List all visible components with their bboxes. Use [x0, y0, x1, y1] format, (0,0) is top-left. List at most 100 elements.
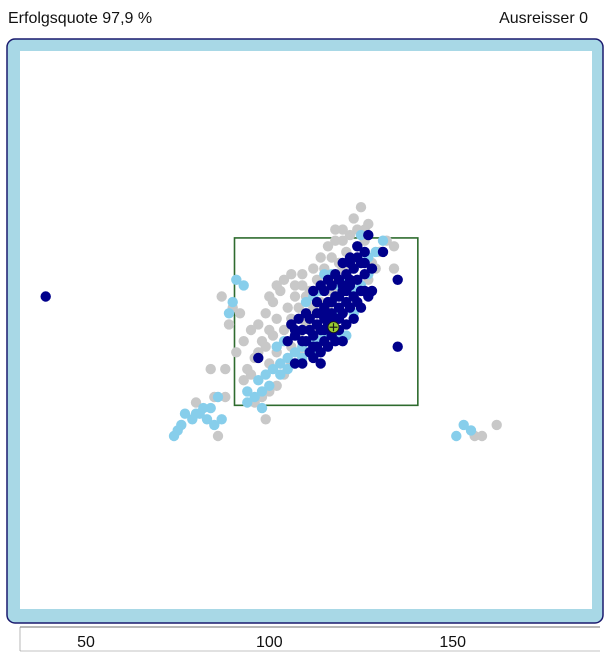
data-point — [476, 430, 488, 442]
data-point — [260, 308, 271, 319]
data-point — [253, 375, 264, 386]
data-point — [212, 391, 224, 403]
center-marker — [327, 321, 340, 334]
data-point — [330, 336, 341, 347]
data-point — [223, 308, 235, 319]
data-point — [260, 341, 271, 352]
data-point — [322, 241, 334, 252]
data-point — [308, 352, 319, 364]
x-tick-label: 150 — [439, 634, 466, 651]
x-tick-label: 100 — [256, 634, 283, 651]
data-point — [458, 419, 469, 431]
data-point — [330, 269, 341, 280]
data-point — [363, 218, 374, 230]
data-point — [249, 391, 260, 403]
data-point — [344, 229, 356, 241]
data-point — [242, 386, 253, 397]
data-point — [282, 363, 293, 375]
data-point — [245, 369, 257, 380]
data-point — [355, 202, 367, 213]
data-point — [300, 308, 312, 319]
data-point — [337, 235, 348, 246]
data-point — [245, 324, 257, 336]
data-point — [227, 296, 238, 308]
data-point — [344, 252, 356, 263]
data-point — [260, 414, 271, 425]
data-point — [267, 330, 279, 341]
data-point — [304, 324, 315, 336]
data-point — [465, 425, 477, 436]
data-point — [337, 257, 348, 269]
data-point — [355, 229, 367, 241]
data-point — [289, 291, 301, 302]
data-point — [238, 280, 249, 291]
data-point — [271, 341, 282, 352]
data-point — [352, 274, 363, 285]
data-point — [297, 336, 308, 347]
data-point — [315, 347, 326, 358]
data-point — [271, 380, 282, 391]
data-point — [322, 274, 334, 285]
target-box — [233, 237, 419, 407]
data-point — [491, 419, 502, 431]
data-point — [242, 397, 253, 408]
data-point — [172, 425, 183, 436]
data-point — [271, 280, 282, 291]
data-point — [201, 414, 213, 425]
data-point — [264, 291, 275, 302]
data-point — [223, 319, 235, 330]
data-point — [190, 408, 202, 419]
data-point — [392, 341, 403, 352]
data-point — [205, 363, 216, 375]
data-point — [271, 313, 282, 324]
data-point — [289, 358, 301, 369]
data-point — [293, 313, 304, 324]
data-point — [289, 347, 301, 358]
data-point — [264, 380, 275, 391]
data-point — [282, 352, 293, 364]
data-point — [315, 358, 326, 369]
x-axis-ticks: 50 100 150 — [77, 634, 466, 651]
data-point — [352, 241, 363, 252]
data-point — [348, 213, 359, 224]
data-point — [341, 296, 352, 308]
data-point — [333, 291, 345, 302]
outliers-label: Ausreisser 0 — [499, 10, 588, 27]
data-point — [286, 269, 297, 280]
data-point — [377, 235, 389, 246]
data-point — [278, 274, 290, 285]
data-point — [333, 302, 345, 313]
data-point — [216, 291, 227, 302]
data-point — [212, 430, 224, 442]
data-point — [220, 363, 231, 375]
data-point — [388, 263, 400, 274]
data-point — [352, 252, 363, 263]
data-point — [297, 324, 308, 336]
data-point — [275, 369, 286, 380]
data-point — [341, 319, 352, 330]
data-point — [282, 336, 293, 347]
data-point — [322, 341, 334, 352]
data-point — [253, 352, 264, 364]
data-point — [366, 285, 378, 297]
data-point — [319, 324, 330, 336]
data-point — [315, 280, 326, 291]
data-point — [337, 224, 348, 235]
data-point — [359, 269, 370, 280]
data-point — [231, 347, 242, 358]
data-point — [278, 324, 290, 336]
data-point — [198, 402, 209, 414]
data-point — [333, 313, 345, 324]
data-point — [355, 285, 367, 297]
data-point — [315, 252, 326, 263]
data-point — [330, 224, 341, 235]
data-point — [190, 397, 202, 408]
data-point — [275, 358, 286, 369]
data-point — [297, 280, 308, 291]
data-point — [344, 274, 356, 285]
data-point — [40, 291, 51, 302]
data-point — [256, 386, 268, 397]
data-point — [370, 246, 381, 258]
data-point — [238, 336, 249, 347]
